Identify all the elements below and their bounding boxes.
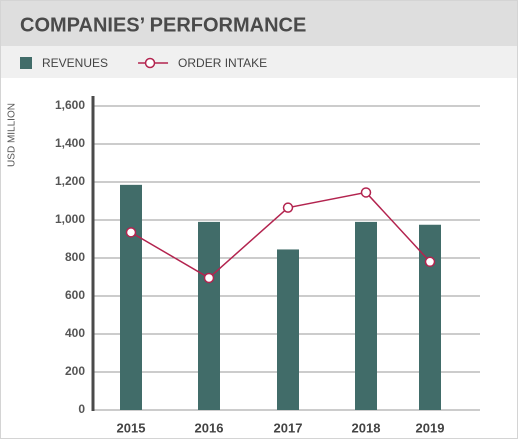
line-point bbox=[424, 256, 436, 268]
y-tick-label: 400 bbox=[65, 326, 85, 340]
x-tick-label: 2018 bbox=[352, 420, 381, 435]
y-tick-label: 1,000 bbox=[55, 212, 85, 226]
bar bbox=[120, 184, 142, 410]
x-tick-label: 2016 bbox=[195, 420, 224, 435]
line-point bbox=[203, 272, 215, 284]
legend-label: REVENUES bbox=[42, 56, 108, 70]
chart-title: COMPANIES’ PERFORMANCE bbox=[20, 14, 306, 36]
y-tick-label: 1,400 bbox=[55, 136, 85, 150]
bar bbox=[355, 221, 377, 410]
y-axis-label: USD MILLION bbox=[7, 103, 18, 167]
x-tick-label: 2019 bbox=[416, 420, 445, 435]
y-tick-label: 0 bbox=[78, 402, 85, 416]
bar bbox=[277, 249, 299, 410]
title-bar bbox=[1, 1, 517, 46]
line-point bbox=[125, 227, 137, 238]
y-tick-label: 600 bbox=[65, 288, 85, 302]
legend-bar bbox=[1, 46, 517, 78]
legend-label: ORDER INTAKE bbox=[178, 56, 267, 70]
line-point bbox=[360, 187, 372, 198]
y-tick-label: 200 bbox=[65, 364, 85, 378]
y-tick-label: 1,200 bbox=[55, 174, 85, 188]
bar bbox=[198, 221, 220, 410]
bar bbox=[419, 224, 441, 410]
x-tick-label: 2017 bbox=[274, 420, 303, 435]
y-tick-label: 800 bbox=[65, 250, 85, 264]
line-point bbox=[282, 202, 294, 213]
x-tick-label: 2015 bbox=[117, 420, 146, 435]
legend-marker bbox=[144, 57, 156, 69]
y-tick-label: 1,600 bbox=[55, 98, 85, 112]
legend-swatch bbox=[20, 57, 32, 69]
